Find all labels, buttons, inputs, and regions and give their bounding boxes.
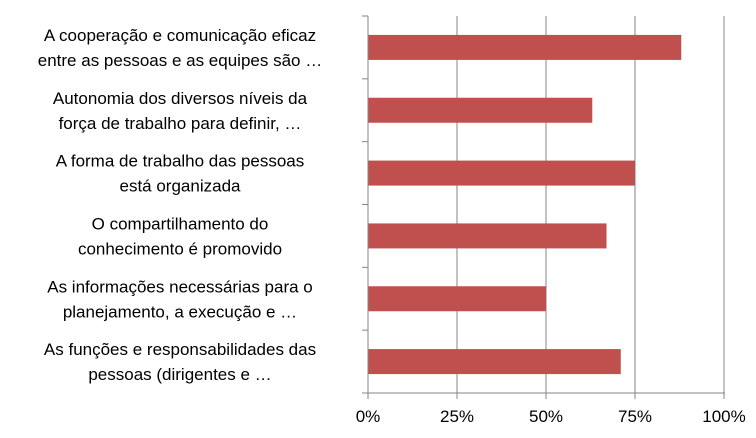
category-label: planejamento, a execução e … — [63, 302, 297, 321]
category-label: conhecimento é promovido — [78, 239, 282, 258]
x-tick-label: 75% — [618, 407, 652, 426]
axes — [362, 15, 725, 399]
category-label: As informações necessárias para o — [47, 277, 313, 296]
gridlines — [456, 16, 725, 393]
category-label: está organizada — [120, 177, 242, 196]
category-label: A forma de trabalho das pessoas — [56, 152, 305, 171]
category-label: O compartilhamento do — [92, 214, 269, 233]
category-label: força de trabalho para definir, … — [59, 114, 302, 133]
bar — [368, 34, 682, 60]
x-tick-label: 100% — [702, 407, 745, 426]
category-labels: A cooperação e comunicação eficaz entre a… — [38, 26, 322, 384]
bar — [368, 286, 546, 312]
bar — [368, 349, 621, 375]
category-label: As funções e responsabilidades das — [44, 340, 316, 359]
bars — [368, 34, 682, 375]
category-label: Autonomia dos diversos níveis da — [53, 89, 308, 108]
x-tick-label: 0% — [356, 407, 381, 426]
bar — [368, 223, 607, 249]
x-tick-label: 25% — [440, 407, 474, 426]
x-tick-label: 50% — [529, 407, 563, 426]
category-label: entre as pessoas e as equipes são … — [38, 51, 322, 70]
x-tick-labels: 0% 25% 50% 75% 100% — [356, 407, 746, 426]
bar — [368, 97, 593, 123]
category-label: A cooperação e comunicação eficaz — [44, 26, 316, 45]
bar — [368, 160, 635, 186]
category-label: pessoas (dirigentes e … — [88, 365, 271, 384]
